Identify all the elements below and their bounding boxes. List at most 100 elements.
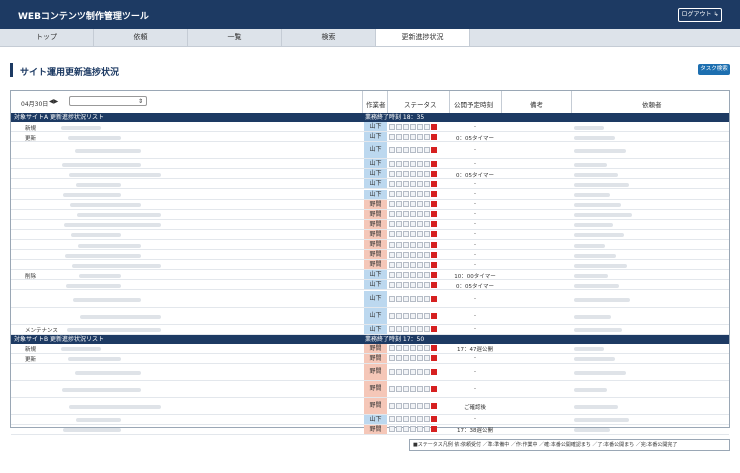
status-box[interactable] [396, 160, 402, 167]
status-box[interactable] [410, 180, 416, 187]
status-box[interactable] [424, 326, 430, 333]
status-box[interactable] [417, 345, 423, 352]
status-box[interactable] [424, 385, 430, 392]
status-box[interactable] [389, 402, 395, 409]
status-box[interactable] [389, 180, 395, 187]
status-complete-box[interactable] [431, 281, 437, 288]
status-box[interactable] [389, 170, 395, 177]
status-box[interactable] [403, 251, 409, 258]
status-box[interactable] [403, 170, 409, 177]
status-box[interactable] [396, 201, 402, 208]
status-box[interactable] [424, 231, 430, 238]
status-complete-box[interactable] [431, 123, 437, 130]
status-complete-box[interactable] [431, 251, 437, 258]
table-row[interactable]: 更新 山下 0：05タイマー [11, 132, 729, 143]
status-complete-box[interactable] [431, 191, 437, 198]
status-box[interactable] [410, 170, 416, 177]
date-nav-arrows[interactable]: ◀▶ [49, 98, 59, 105]
status-box[interactable] [389, 191, 395, 198]
status-box[interactable] [403, 191, 409, 198]
status-box[interactable] [417, 326, 423, 333]
status-box[interactable] [389, 160, 395, 167]
status-box[interactable] [403, 345, 409, 352]
status-box[interactable] [396, 211, 402, 218]
status-box[interactable] [403, 241, 409, 248]
table-row[interactable]: 山下 0：05タイマー [11, 169, 729, 180]
status-box[interactable] [424, 241, 430, 248]
status-box[interactable] [424, 133, 430, 140]
table-row[interactable]: 山下 - [11, 189, 729, 200]
table-row[interactable]: 野間 17：38遅公開 [11, 424, 729, 435]
status-box[interactable] [403, 123, 409, 130]
status-box[interactable] [424, 368, 430, 375]
status-box[interactable] [410, 345, 416, 352]
status-box[interactable] [389, 241, 395, 248]
status-complete-box[interactable] [431, 312, 437, 319]
status-box[interactable] [389, 147, 395, 154]
status-box[interactable] [389, 261, 395, 268]
table-row[interactable]: 山下 - [11, 142, 729, 160]
status-box[interactable] [389, 312, 395, 319]
status-box[interactable] [396, 326, 402, 333]
table-row[interactable]: 野間 - [11, 380, 729, 398]
table-row[interactable]: 山下 - [11, 290, 729, 308]
status-box[interactable] [424, 251, 430, 258]
tab-request[interactable]: 依頼 [94, 29, 188, 46]
status-complete-box[interactable] [431, 385, 437, 392]
status-box[interactable] [410, 385, 416, 392]
status-box[interactable] [389, 295, 395, 302]
status-box[interactable] [389, 221, 395, 228]
status-box[interactable] [403, 416, 409, 423]
status-box[interactable] [403, 402, 409, 409]
task-search-button[interactable]: タスク検索 [698, 64, 730, 75]
table-row[interactable]: 野間 - [11, 229, 729, 240]
status-box[interactable] [403, 355, 409, 362]
status-complete-box[interactable] [431, 170, 437, 177]
status-complete-box[interactable] [431, 271, 437, 278]
status-box[interactable] [424, 201, 430, 208]
status-box[interactable] [410, 211, 416, 218]
status-box[interactable] [403, 261, 409, 268]
status-box[interactable] [389, 326, 395, 333]
status-box[interactable] [410, 251, 416, 258]
status-box[interactable] [403, 147, 409, 154]
table-row[interactable]: 山下 - [11, 307, 729, 325]
status-box[interactable] [424, 416, 430, 423]
status-complete-box[interactable] [431, 326, 437, 333]
status-complete-box[interactable] [431, 402, 437, 409]
status-box[interactable] [389, 281, 395, 288]
status-box[interactable] [403, 295, 409, 302]
status-complete-box[interactable] [431, 211, 437, 218]
table-row[interactable]: 山下 0：05タイマー [11, 280, 729, 291]
status-box[interactable] [417, 312, 423, 319]
table-row[interactable]: 山下 - [11, 159, 729, 170]
status-box[interactable] [417, 385, 423, 392]
status-box[interactable] [417, 426, 423, 433]
status-box[interactable] [424, 271, 430, 278]
status-box[interactable] [417, 160, 423, 167]
table-row[interactable]: 野間 ご確認後 [11, 397, 729, 415]
status-box[interactable] [417, 295, 423, 302]
status-box[interactable] [410, 133, 416, 140]
status-box[interactable] [403, 271, 409, 278]
status-complete-box[interactable] [431, 231, 437, 238]
status-box[interactable] [389, 426, 395, 433]
status-box[interactable] [396, 191, 402, 198]
status-box[interactable] [417, 221, 423, 228]
status-box[interactable] [389, 211, 395, 218]
status-box[interactable] [410, 123, 416, 130]
status-box[interactable] [417, 133, 423, 140]
status-complete-box[interactable] [431, 147, 437, 154]
status-box[interactable] [424, 191, 430, 198]
status-box[interactable] [417, 211, 423, 218]
status-box[interactable] [410, 160, 416, 167]
table-row[interactable]: 新規 野間 17：47遅公開 [11, 343, 729, 354]
status-box[interactable] [424, 221, 430, 228]
status-box[interactable] [424, 295, 430, 302]
status-complete-box[interactable] [431, 368, 437, 375]
status-box[interactable] [410, 416, 416, 423]
status-box[interactable] [417, 147, 423, 154]
status-box[interactable] [410, 402, 416, 409]
table-row[interactable]: 野間 - [11, 260, 729, 271]
status-box[interactable] [403, 201, 409, 208]
